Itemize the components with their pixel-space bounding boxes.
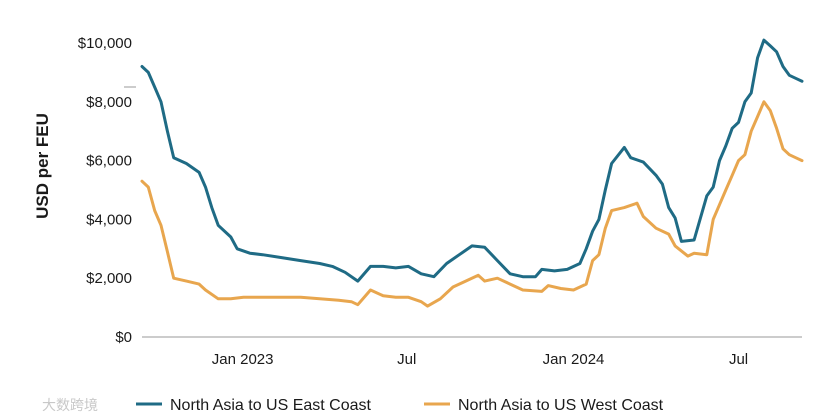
y-tick-label: $8,000	[86, 94, 132, 111]
y-axis-title: USD per FEU	[33, 113, 52, 219]
y-tick-label: $10,000	[78, 35, 132, 52]
series-line-west-coast	[140, 100, 804, 308]
x-tick-label: Jul	[397, 351, 416, 368]
y-tick-label: $4,000	[86, 211, 132, 228]
x-tick-label: Jul	[729, 351, 748, 368]
y-tick-label: $6,000	[86, 153, 132, 170]
x-tick-label: Jan 2024	[543, 351, 605, 368]
y-tick-label: $2,000	[86, 270, 132, 287]
legend-label: North Asia to US West Coast	[458, 397, 664, 414]
watermark-text: 大数跨境	[42, 398, 98, 414]
x-tick-label: Jan 2023	[212, 351, 274, 368]
series-line-east-coast	[140, 38, 804, 283]
legend-label: North Asia to US East Coast	[170, 397, 372, 414]
y-tick-label: $0	[115, 329, 132, 346]
